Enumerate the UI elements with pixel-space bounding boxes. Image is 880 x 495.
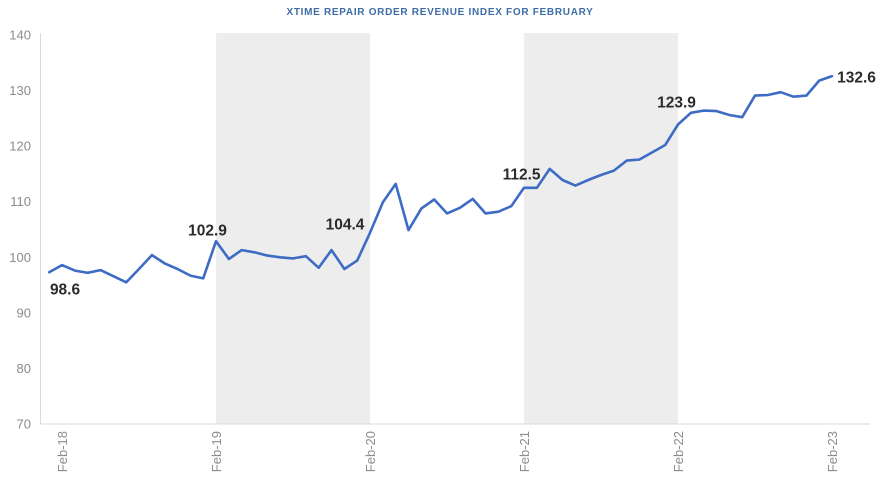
y-axis-tick-label: 120	[9, 139, 31, 154]
x-axis-tick-label: Feb-23	[825, 431, 840, 472]
data-point-label: 98.6	[50, 281, 81, 298]
x-axis-tick-label: Feb-19	[209, 431, 224, 472]
y-axis-tick-label: 100	[9, 250, 31, 265]
x-axis-tick-label: Feb-22	[671, 431, 686, 472]
data-point-label: 104.4	[326, 217, 365, 234]
chart-title: XTIME REPAIR ORDER REVENUE INDEX FOR FEB…	[286, 7, 594, 18]
x-axis-tick-label: Feb-18	[55, 431, 70, 472]
shaded-band	[216, 33, 371, 424]
shaded-band	[524, 33, 679, 424]
data-point-label: 102.9	[188, 222, 227, 239]
revenue-index-line	[47, 74, 834, 284]
y-axis-tick-label: 140	[9, 28, 31, 43]
y-axis-tick-label: 70	[17, 417, 31, 432]
y-axis-tick-label: 80	[17, 361, 31, 376]
x-axis-tick-label: Feb-20	[363, 431, 378, 472]
y-axis-tick-label: 130	[9, 83, 31, 98]
y-axis-tick-label: 90	[17, 305, 31, 320]
y-axis-tick-label: 110	[10, 194, 31, 209]
data-point-label: 132.6	[837, 69, 876, 86]
data-point-label: 112.5	[503, 167, 541, 184]
data-point-label: 123.9	[657, 94, 696, 111]
x-axis-tick-label: Feb-21	[517, 431, 532, 472]
